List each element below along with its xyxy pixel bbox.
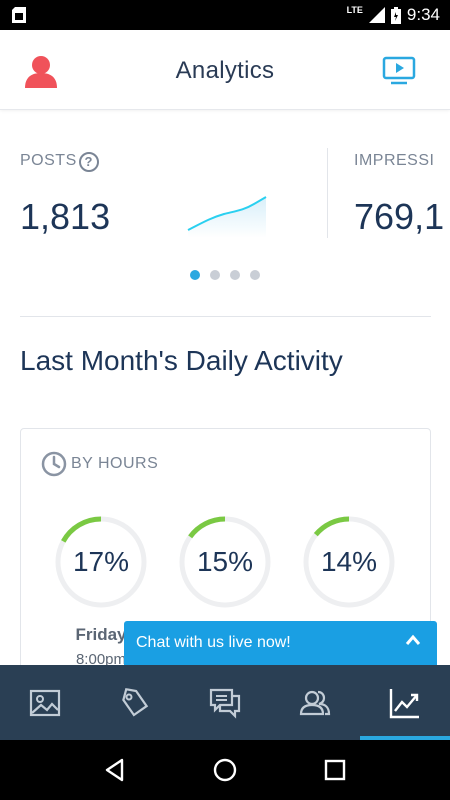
bottom-nav: [0, 665, 450, 740]
carousel-dot[interactable]: [210, 270, 220, 280]
help-icon[interactable]: ?: [78, 152, 99, 172]
metric-divider: [327, 148, 328, 238]
ring-arc: [55, 516, 147, 608]
card-heading-label: BY HOURS: [71, 455, 159, 472]
image-icon: [29, 689, 61, 716]
carousel-dots[interactable]: [0, 270, 450, 280]
ring-arc: [179, 516, 271, 608]
carousel-dot[interactable]: [190, 270, 200, 280]
signal-icon: [368, 7, 385, 23]
chat-banner[interactable]: Chat with us live now!: [124, 621, 437, 665]
comments-icon: [209, 688, 241, 719]
hour-percent: 14%: [320, 546, 378, 577]
back-icon[interactable]: [102, 757, 128, 783]
users-icon: [299, 690, 331, 715]
card-heading: BY HOURS: [41, 451, 158, 477]
posts-sparkline: [187, 196, 267, 238]
hour-time: 8:00pm: [75, 651, 127, 668]
sim-card-icon: [12, 7, 26, 23]
nav-item-analytics[interactable]: [360, 665, 450, 740]
app-bar: Analytics: [0, 30, 450, 110]
section-title: Last Month's Daily Activity: [20, 345, 343, 376]
metrics-carousel[interactable]: POSTS? 1,813 IMPRESSI 769,1: [0, 110, 450, 315]
hour-ring: [303, 516, 395, 608]
metric-label-impressions: IMPRESSI: [354, 152, 435, 169]
analytics-icon: [389, 688, 419, 718]
recents-icon[interactable]: [322, 757, 348, 783]
nav-item-messages[interactable]: [180, 665, 270, 740]
hour-ring: [55, 516, 147, 608]
page-title: Analytics: [175, 57, 275, 84]
chevron-up-icon[interactable]: [405, 634, 421, 646]
status-bar: LTE 9:34: [0, 0, 450, 30]
video-tutorial-icon[interactable]: [382, 56, 416, 86]
metric-value-impressions: 769,1: [354, 196, 445, 237]
clock-icon: [41, 451, 67, 477]
nav-item-tags[interactable]: [90, 665, 180, 740]
hour-percent: 15%: [196, 546, 254, 577]
ring-arc: [303, 516, 395, 608]
status-right: LTE 9:34: [347, 0, 440, 30]
tag-icon: [122, 687, 149, 717]
nav-item-audience[interactable]: [270, 665, 360, 740]
section-divider: [20, 316, 431, 317]
hour-percent: 17%: [72, 546, 130, 577]
hour-day: Friday: [75, 625, 127, 644]
chat-banner-label: Chat with us live now!: [136, 634, 291, 651]
system-nav-bar: [0, 740, 450, 800]
profile-icon[interactable]: [22, 54, 60, 88]
nav-item-content[interactable]: [0, 665, 90, 740]
metric-value-posts: 1,813: [20, 196, 111, 237]
hour-ring: [179, 516, 271, 608]
clock: 9:34: [406, 5, 440, 24]
metric-label-posts: POSTS?: [20, 152, 99, 172]
home-icon[interactable]: [212, 757, 238, 783]
carousel-dot[interactable]: [230, 270, 240, 280]
battery-icon: [390, 6, 401, 24]
network-type: LTE: [346, 5, 363, 15]
carousel-dot[interactable]: [250, 270, 260, 280]
